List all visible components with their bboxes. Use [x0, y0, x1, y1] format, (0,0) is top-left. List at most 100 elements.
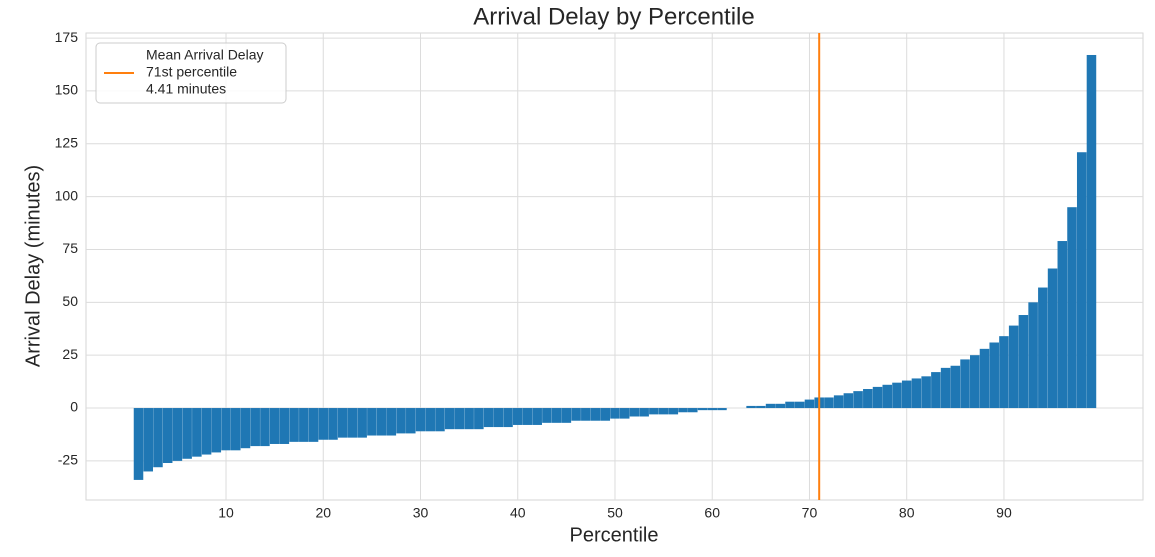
bar [162, 408, 173, 464]
bar [931, 372, 941, 409]
bar [668, 408, 679, 415]
chart-title: Arrival Delay by Percentile [473, 3, 754, 30]
bar [1076, 152, 1087, 409]
bar [785, 401, 795, 409]
y-tick-label: 125 [55, 134, 79, 150]
y-axis-label: Arrival Delay (minutes) [22, 165, 44, 367]
bar [658, 408, 669, 415]
bar [892, 382, 902, 409]
x-tick-label: 10 [218, 505, 234, 521]
x-axis-label: Percentile [570, 524, 659, 546]
legend-box [95, 42, 287, 104]
bar [833, 395, 844, 409]
bar [1067, 207, 1077, 409]
x-tick-label: 50 [607, 505, 623, 521]
bar [590, 408, 601, 421]
bar [367, 408, 377, 436]
bar [610, 408, 620, 419]
legend-label: 71st percentile [146, 64, 237, 80]
bar [960, 359, 970, 409]
x-tick-label: 20 [315, 505, 331, 521]
bar [532, 408, 542, 425]
bar [697, 408, 708, 411]
bar [464, 408, 474, 430]
bar [804, 399, 815, 409]
bar [240, 408, 251, 449]
bar [843, 393, 854, 409]
bar [376, 408, 387, 436]
bar [571, 408, 581, 421]
bar [230, 408, 241, 451]
y-tick-label: 175 [55, 29, 79, 45]
bar [1038, 287, 1048, 409]
bar [318, 408, 329, 440]
bar [872, 386, 883, 409]
x-tick-label: 70 [802, 505, 818, 521]
bar [1028, 302, 1038, 409]
bar [512, 408, 523, 425]
bar [425, 408, 435, 432]
bar [970, 355, 980, 409]
y-tick-label: 0 [70, 399, 78, 415]
bar [979, 348, 990, 409]
bar [707, 408, 717, 411]
y-tick-label: 100 [55, 187, 79, 203]
x-tick-label: 60 [704, 505, 720, 521]
bar [999, 336, 1009, 409]
bar [454, 408, 465, 430]
bar [269, 408, 280, 444]
bar [250, 408, 260, 447]
bar [581, 408, 591, 421]
bar [153, 408, 163, 468]
bar [474, 408, 484, 430]
bar [328, 408, 338, 440]
bar [1047, 268, 1058, 409]
bar [483, 408, 494, 428]
bar [989, 342, 999, 409]
bar [649, 408, 659, 415]
bar [639, 408, 649, 417]
bar [600, 408, 611, 421]
bar [1057, 241, 1068, 409]
bar [911, 378, 922, 409]
bar [551, 408, 562, 423]
bar [746, 405, 756, 409]
bar [765, 403, 776, 409]
x-tick-label: 80 [899, 505, 915, 521]
bar [794, 401, 805, 409]
bar [756, 405, 766, 409]
bar [853, 391, 863, 409]
bar [299, 408, 309, 442]
bar [1086, 54, 1097, 409]
bar [415, 408, 426, 432]
bar [678, 408, 688, 413]
bar [289, 408, 299, 442]
x-tick-label: 90 [996, 505, 1012, 521]
y-tick-label: 150 [55, 82, 79, 98]
bar [308, 408, 319, 442]
bar [901, 380, 912, 409]
bar [337, 408, 348, 438]
bar [882, 384, 893, 409]
bar [182, 408, 192, 459]
bar [824, 397, 834, 409]
bar [542, 408, 552, 423]
bar [347, 408, 358, 438]
bar [688, 408, 698, 413]
bar [386, 408, 397, 436]
bar [133, 408, 144, 480]
bar [357, 408, 367, 438]
bar [396, 408, 406, 434]
bar [406, 408, 416, 434]
x-tick-label: 30 [413, 505, 429, 521]
bar [950, 365, 961, 409]
bar [775, 403, 786, 409]
bar [1008, 325, 1019, 409]
y-tick-label: -25 [58, 452, 78, 468]
bar [435, 408, 445, 432]
bar [1018, 315, 1029, 409]
bar [192, 408, 202, 457]
bar [172, 408, 183, 461]
bar [863, 389, 873, 409]
